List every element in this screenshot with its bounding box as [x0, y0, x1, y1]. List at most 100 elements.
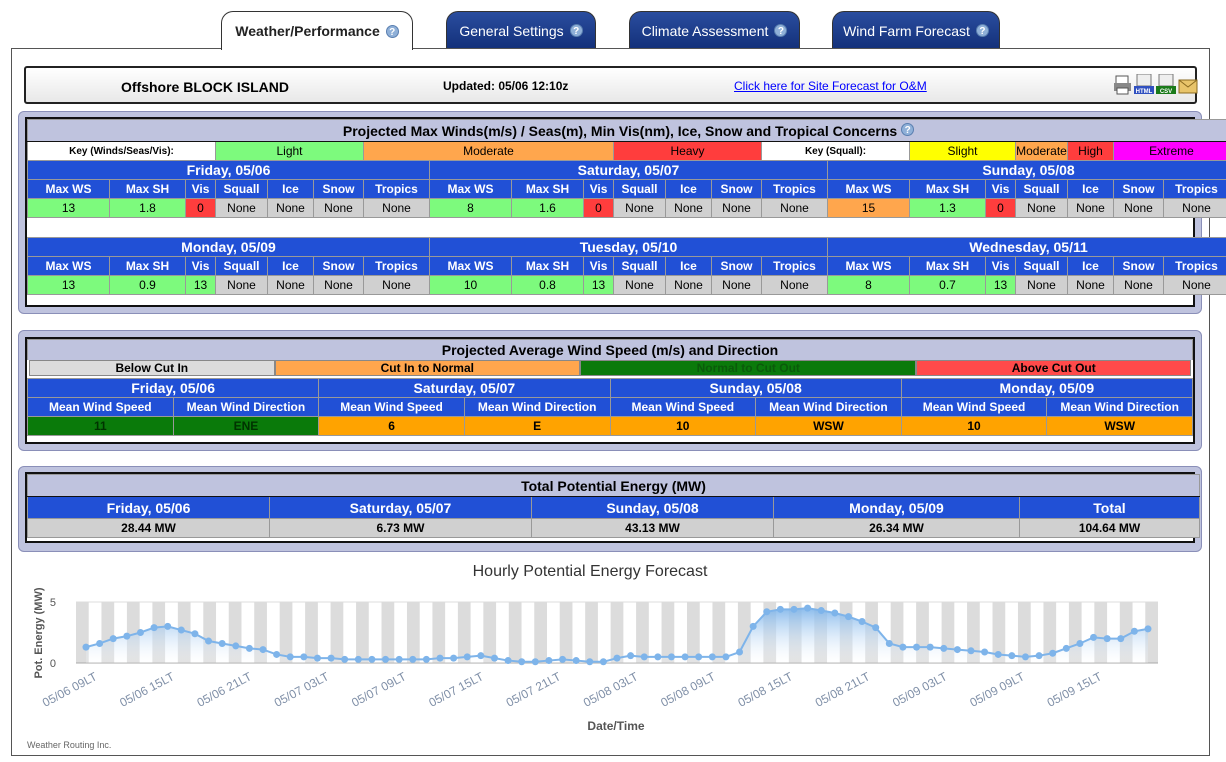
data-point[interactable]: [708, 653, 716, 661]
data-point[interactable]: [218, 639, 226, 647]
data-point[interactable]: [722, 653, 730, 661]
data-point[interactable]: [572, 657, 580, 665]
data-point[interactable]: [1021, 653, 1029, 661]
data-point[interactable]: [844, 613, 852, 621]
data-point[interactable]: [872, 624, 880, 632]
data-point[interactable]: [1117, 635, 1125, 643]
data-point[interactable]: [545, 657, 553, 665]
data-point[interactable]: [150, 624, 158, 632]
data-point[interactable]: [1144, 625, 1152, 633]
data-point[interactable]: [300, 653, 308, 661]
data-point[interactable]: [96, 639, 104, 647]
data-point[interactable]: [654, 653, 662, 661]
data-point[interactable]: [286, 653, 294, 661]
data-point[interactable]: [613, 654, 621, 662]
data-point[interactable]: [504, 657, 512, 665]
data-point[interactable]: [477, 652, 485, 660]
data-point[interactable]: [586, 658, 594, 666]
data-point[interactable]: [913, 643, 921, 651]
html-export-icon[interactable]: HTML: [1134, 74, 1154, 96]
help-icon[interactable]: ?: [975, 24, 989, 37]
data-point[interactable]: [817, 607, 825, 615]
data-point[interactable]: [627, 652, 635, 660]
data-point[interactable]: [450, 654, 458, 662]
value-cell: None: [665, 198, 712, 218]
data-point[interactable]: [885, 639, 893, 647]
site-forecast-link[interactable]: Click here for Site Forecast for O&M: [734, 79, 927, 93]
data-point[interactable]: [681, 653, 689, 661]
data-point[interactable]: [763, 608, 771, 616]
x-tick-label: 05/09 15LT: [1045, 669, 1105, 710]
data-point[interactable]: [245, 644, 253, 652]
data-point[interactable]: [164, 622, 172, 630]
data-point[interactable]: [259, 646, 267, 654]
print-icon[interactable]: [1114, 74, 1132, 96]
data-point[interactable]: [205, 637, 213, 645]
data-point[interactable]: [831, 609, 839, 617]
data-point[interactable]: [858, 618, 866, 626]
data-point[interactable]: [313, 654, 321, 662]
data-point[interactable]: [123, 632, 131, 640]
column-header: Tropics: [363, 256, 430, 276]
data-point[interactable]: [368, 655, 376, 663]
data-point[interactable]: [1103, 635, 1111, 643]
data-point[interactable]: [232, 642, 240, 650]
data-point[interactable]: [191, 630, 199, 638]
data-point[interactable]: [395, 655, 403, 663]
data-point[interactable]: [926, 643, 934, 651]
data-point[interactable]: [804, 604, 812, 612]
data-point[interactable]: [967, 647, 975, 655]
data-point[interactable]: [1049, 649, 1057, 657]
value-cell: None: [1113, 275, 1164, 295]
data-point[interactable]: [82, 643, 90, 651]
data-point[interactable]: [749, 622, 757, 630]
data-point[interactable]: [273, 650, 281, 658]
data-point[interactable]: [953, 646, 961, 654]
data-point[interactable]: [341, 655, 349, 663]
squall-key-high: High: [1067, 141, 1114, 161]
tab-wind-farm-forecast[interactable]: Wind Farm Forecast?: [832, 11, 1000, 49]
data-point[interactable]: [436, 654, 444, 662]
data-point[interactable]: [109, 635, 117, 643]
data-point[interactable]: [1035, 652, 1043, 660]
email-icon[interactable]: [1178, 74, 1198, 96]
data-point[interactable]: [981, 648, 989, 656]
data-point[interactable]: [1008, 652, 1016, 660]
x-tick-label: 05/06 21LT: [195, 669, 255, 710]
help-icon[interactable]: ?: [569, 24, 583, 37]
help-icon[interactable]: ?: [774, 24, 788, 37]
data-point[interactable]: [994, 650, 1002, 658]
data-point[interactable]: [640, 653, 648, 661]
data-point[interactable]: [667, 653, 675, 661]
help-icon[interactable]: ?: [901, 122, 915, 136]
data-point[interactable]: [1130, 627, 1138, 635]
data-point[interactable]: [776, 605, 784, 613]
data-point[interactable]: [490, 654, 498, 662]
data-point[interactable]: [531, 658, 539, 666]
data-point[interactable]: [422, 655, 430, 663]
data-point[interactable]: [899, 643, 907, 651]
data-point[interactable]: [736, 648, 744, 656]
data-point[interactable]: [790, 605, 798, 613]
tab-climate-assessment[interactable]: Climate Assessment?: [629, 11, 800, 49]
data-point[interactable]: [940, 644, 948, 652]
data-point[interactable]: [382, 655, 390, 663]
data-point[interactable]: [1090, 633, 1098, 641]
data-point[interactable]: [136, 629, 144, 636]
csv-export-icon[interactable]: CSV: [1156, 74, 1176, 96]
data-point[interactable]: [177, 626, 185, 634]
data-point[interactable]: [463, 653, 471, 661]
data-point[interactable]: [559, 655, 567, 663]
data-point[interactable]: [327, 654, 335, 662]
data-point[interactable]: [518, 658, 526, 666]
tab-general-settings[interactable]: General Settings?: [446, 11, 596, 49]
data-point[interactable]: [695, 653, 703, 661]
avg-wind-key: Below Cut In Cut In to Normal Normal to Cu…: [29, 359, 1191, 376]
data-point[interactable]: [599, 658, 607, 666]
data-point[interactable]: [354, 655, 362, 663]
data-point[interactable]: [409, 655, 417, 663]
help-icon[interactable]: ?: [385, 24, 399, 38]
data-point[interactable]: [1076, 639, 1084, 647]
data-point[interactable]: [1062, 644, 1070, 652]
tab-weather-performance[interactable]: Weather/Performance?: [221, 11, 413, 50]
